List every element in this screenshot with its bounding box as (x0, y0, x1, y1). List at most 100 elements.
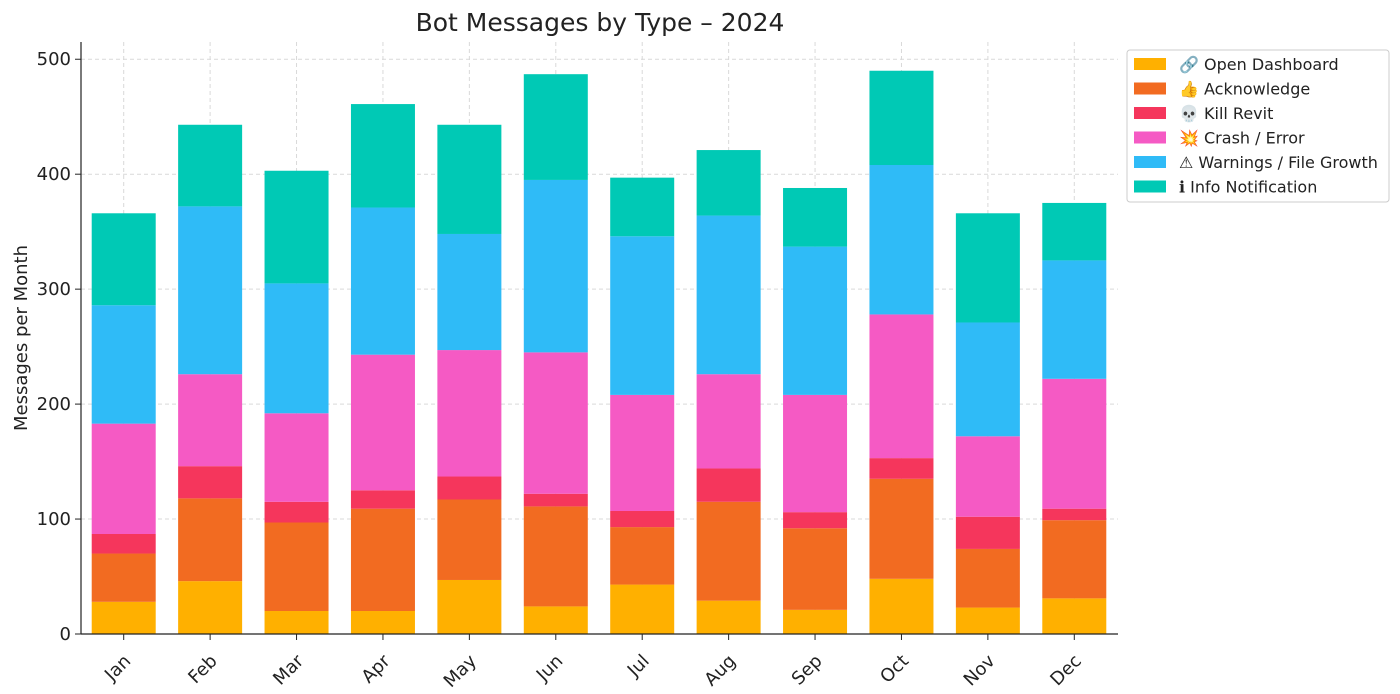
bar-segment (523, 74, 588, 180)
bar-segment (264, 501, 329, 523)
bar-segment (696, 600, 761, 634)
bar-segment (178, 581, 243, 634)
bar-segment (523, 179, 588, 353)
bar-segment (783, 394, 848, 513)
x-tick-label: Apr (358, 650, 395, 687)
bar-segment (610, 394, 675, 512)
bar-segment (264, 413, 329, 502)
legend-label: 💥 Crash / Error (1179, 129, 1305, 148)
bar-segment (91, 533, 156, 554)
x-tick-label: Dec (1046, 651, 1085, 690)
y-tick-label: 400 (37, 164, 71, 185)
bar-segment (264, 611, 329, 634)
bar-segment (91, 423, 156, 534)
bar-segment (869, 70, 934, 165)
bar-segment (437, 350, 502, 477)
legend-box (1126, 49, 1390, 203)
bar-segment (350, 354, 415, 491)
bar-segment (178, 466, 243, 499)
bar-segment (696, 150, 761, 216)
legend-swatch (1134, 131, 1166, 144)
x-tick-label: Jun (532, 651, 567, 686)
bar-segment (869, 314, 934, 459)
bar-segment (1042, 598, 1107, 634)
x-tick-label: Mar (269, 650, 308, 689)
legend-swatch (1134, 107, 1166, 119)
legend-label: 🔗 Open Dashboard (1179, 55, 1339, 74)
legend-swatch (1134, 58, 1166, 70)
bar-segment (350, 207, 415, 355)
bar-segment (696, 215, 761, 375)
bar-segment (783, 528, 848, 610)
bar-segment (869, 478, 934, 579)
bar-segment (91, 305, 156, 424)
bar-segment (178, 206, 243, 375)
bar-segment (1042, 520, 1107, 599)
bar-segment (350, 490, 415, 509)
bar-segment (350, 611, 415, 634)
bar-segment (523, 352, 588, 494)
x-tick-label: May (440, 650, 481, 691)
bars (91, 70, 1107, 634)
legend-label: 👍 Acknowledge (1179, 80, 1310, 99)
x-tick-label: Nov (960, 650, 1000, 690)
bar-segment (91, 213, 156, 306)
bar-segment (437, 476, 502, 500)
bar-segment (783, 246, 848, 395)
bar-segment (178, 498, 243, 582)
bar-segment (696, 374, 761, 469)
bar-segment (437, 499, 502, 580)
bar-segment (610, 527, 675, 585)
bar-segment (437, 579, 502, 634)
bar-segment (869, 164, 934, 315)
bar-segment (783, 609, 848, 634)
bar-segment (264, 522, 329, 612)
bar-segment (178, 124, 243, 207)
x-tick-label: Jan (100, 651, 135, 686)
legend-label: ℹ Info Notification (1179, 178, 1317, 197)
bar-segment (610, 584, 675, 634)
bar-segment (523, 493, 588, 507)
legend-swatch (1134, 82, 1166, 95)
bar-segment (955, 322, 1020, 437)
bar-segment (264, 283, 329, 414)
bar-segment (869, 458, 934, 479)
bar-segment (1042, 202, 1107, 261)
legend-label: ⚠ Warnings / File Growth (1179, 153, 1378, 172)
bar-segment (955, 516, 1020, 549)
y-tick-label: 100 (37, 509, 71, 530)
bar-segment (955, 213, 1020, 323)
bar-segment (955, 436, 1020, 517)
bar-segment (350, 508, 415, 612)
bar-segment (610, 511, 675, 528)
x-tick-label: Oct (876, 651, 913, 688)
bar-segment (1042, 260, 1107, 379)
y-tick-label: 200 (37, 394, 71, 415)
bar-segment (955, 607, 1020, 634)
bar-segment (264, 170, 329, 284)
bar-segment (610, 177, 675, 237)
x-tick-label: Feb (184, 651, 221, 688)
bar-segment (523, 506, 588, 607)
bar-segment (610, 236, 675, 395)
y-axis-title: Messages per Month (11, 245, 32, 431)
bar-segment (869, 578, 934, 634)
x-tick-label: Jul (623, 651, 654, 682)
chart-title: Bot Messages by Type – 2024 (416, 8, 785, 37)
bar-segment (91, 601, 156, 634)
bar-segment (523, 606, 588, 634)
bar-segment (955, 548, 1020, 608)
bar-segment (696, 501, 761, 601)
bar-segment (783, 187, 848, 247)
bar-segment (1042, 508, 1107, 521)
bar-segment (783, 512, 848, 529)
legend-swatch (1134, 156, 1166, 168)
legend: 🔗 Open Dashboard 👍 Acknowledge 💀 Kill Revi… (1126, 49, 1390, 203)
y-tick-label: 300 (37, 279, 71, 300)
bar-segment (91, 553, 156, 602)
bar-segment (178, 374, 243, 467)
bar-segment (350, 104, 415, 208)
x-tick-label: Aug (700, 651, 740, 691)
x-tick-label: Sep (788, 651, 827, 690)
